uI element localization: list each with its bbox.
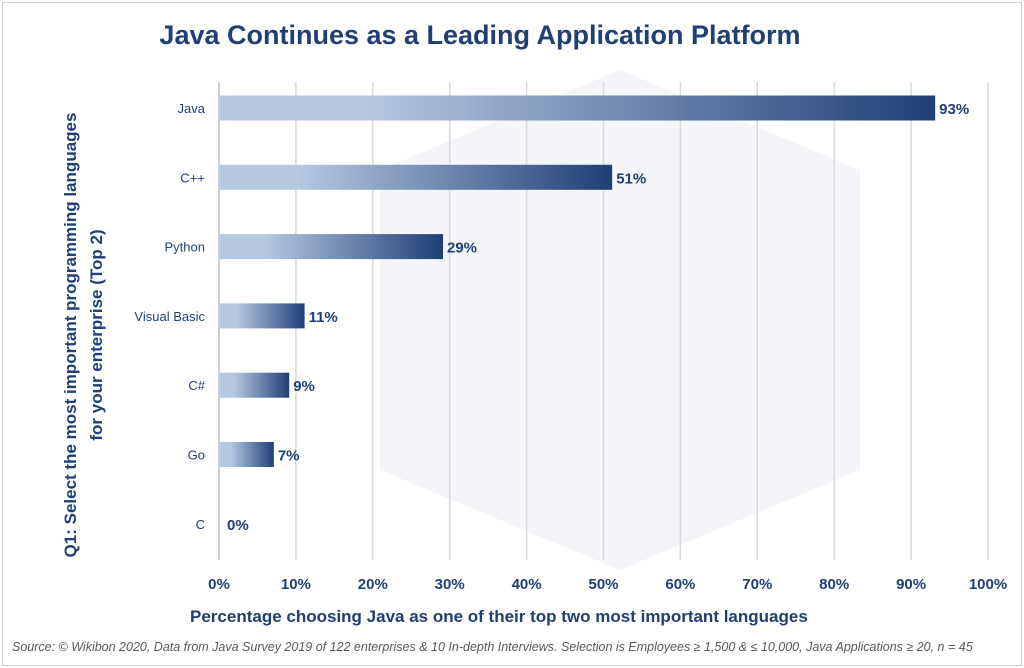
data-label: 93%	[939, 101, 969, 118]
x-axis-label: Percentage choosing Java as one of their…	[190, 607, 808, 626]
bar-c-	[220, 164, 613, 190]
y-category-label: Go	[188, 448, 205, 463]
chart-title: Java Continues as a Leading Application …	[159, 20, 801, 50]
x-tick-label: 30%	[435, 576, 465, 593]
x-tick-label: 100%	[969, 576, 1007, 593]
bar-java	[220, 95, 936, 121]
data-label: 29%	[447, 240, 477, 257]
data-label: 11%	[309, 309, 338, 326]
x-tick-label: 90%	[896, 576, 926, 593]
x-tick-label: 40%	[512, 576, 542, 593]
bar-go	[220, 442, 274, 467]
y-category-label: Python	[165, 240, 205, 255]
source-note: Source: © Wikibon 2020, Data from Java S…	[12, 640, 973, 654]
x-tick-label: 80%	[819, 576, 849, 593]
x-tick-label: 0%	[208, 576, 230, 593]
x-tick-label: 10%	[281, 576, 311, 593]
watermark-hexagon	[380, 70, 860, 570]
y-category-label: C	[196, 517, 205, 532]
data-label: 0%	[227, 517, 249, 534]
y-category-label: Visual Basic	[134, 309, 205, 324]
data-label: 7%	[278, 448, 300, 465]
bar-python	[220, 234, 444, 260]
y-category-label: C++	[180, 170, 205, 185]
data-label: 51%	[616, 170, 646, 187]
x-tick-label: 50%	[588, 576, 618, 593]
x-tick-label: 70%	[742, 576, 772, 593]
y-category-label: C#	[188, 378, 205, 393]
x-tick-label: 20%	[358, 576, 388, 593]
bar-c-	[220, 372, 290, 398]
data-label: 9%	[293, 378, 315, 395]
y-category-label: Java	[178, 101, 206, 116]
bar-visual-basic	[220, 303, 305, 329]
x-tick-label: 60%	[665, 576, 695, 593]
